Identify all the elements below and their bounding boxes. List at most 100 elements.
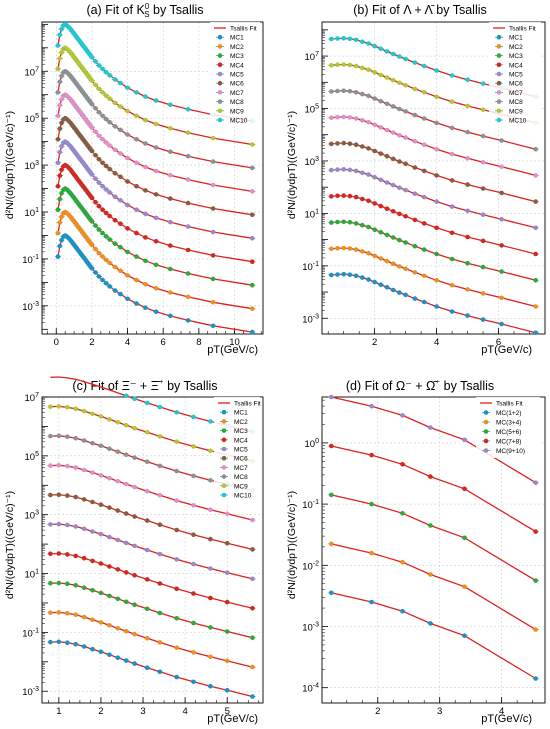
data-point	[143, 282, 148, 287]
x-tick-label: 4	[434, 337, 439, 348]
data-point	[144, 518, 150, 523]
data-point	[449, 125, 455, 131]
data-point	[125, 85, 130, 90]
legend-entry: MC4	[230, 62, 244, 69]
data-point	[134, 90, 139, 95]
data-point	[499, 321, 504, 327]
data-point	[107, 260, 112, 266]
data-point	[329, 394, 334, 400]
data-point	[366, 277, 371, 282]
y-tick-label: 10-3	[22, 686, 39, 698]
data-point	[48, 639, 53, 645]
data-point	[341, 167, 347, 172]
data-point	[96, 227, 102, 232]
data-point	[81, 467, 87, 473]
legend-entry: MC(5+6)	[496, 429, 521, 436]
data-point	[153, 215, 159, 221]
data-point	[465, 287, 470, 292]
data-point	[118, 127, 123, 133]
data-point	[378, 230, 384, 235]
data-point	[421, 168, 427, 174]
data-point	[224, 570, 230, 575]
data-point	[103, 140, 109, 145]
data-point	[93, 199, 98, 205]
data-point	[157, 551, 163, 557]
data-point	[103, 187, 109, 192]
data-point	[434, 94, 439, 99]
data-point	[341, 62, 347, 67]
data-point	[115, 655, 121, 660]
data-point	[480, 133, 486, 139]
data-point	[48, 610, 53, 615]
data-point	[329, 194, 334, 199]
data-point	[341, 219, 347, 225]
data-point	[347, 167, 353, 173]
data-point	[449, 282, 455, 288]
data-point	[369, 403, 374, 409]
data-point	[372, 148, 378, 154]
data-point	[378, 177, 384, 183]
data-point	[360, 91, 365, 97]
legend-marker	[217, 108, 223, 114]
data-point	[55, 230, 61, 236]
data-point	[347, 36, 353, 42]
y-tick-label: 103	[25, 510, 40, 522]
data-point	[65, 640, 70, 645]
data-point	[499, 269, 504, 274]
data-point	[107, 417, 112, 422]
y-tick-label: 10-1	[22, 627, 39, 639]
data-point	[341, 245, 347, 251]
data-point	[533, 529, 538, 534]
data-point	[341, 271, 347, 277]
data-point	[81, 497, 87, 502]
x-tick-label: 3	[437, 706, 442, 717]
data-point	[353, 221, 359, 226]
legend-entry: MC3	[234, 428, 248, 435]
data-point	[390, 261, 396, 267]
data-point	[378, 98, 384, 104]
legend: Tsallis Fit MC(1+2) MC(3+4) MC(5+6) MC(7+8) M…	[476, 397, 540, 458]
data-point	[208, 478, 213, 483]
data-point	[125, 132, 130, 137]
x-axis-label: pT(GeV/c)	[481, 344, 532, 356]
legend-entry: MC1	[509, 35, 523, 42]
data-point	[210, 323, 216, 329]
data-point	[107, 534, 112, 540]
data-point	[112, 194, 118, 200]
data-point	[185, 271, 191, 276]
legend-entry: MC2	[509, 44, 523, 51]
data-point	[153, 309, 159, 315]
data-point	[366, 41, 371, 46]
data-point	[56, 404, 62, 409]
data-point	[210, 206, 216, 211]
data-point	[107, 652, 112, 657]
data-point	[144, 488, 150, 494]
data-point	[103, 116, 109, 122]
data-point	[499, 295, 504, 301]
panel-d: (d) Fit of Ω⁻ + Ω̄⁺ by Tsallis pT(GeV/c)…	[286, 378, 546, 725]
data-point	[89, 172, 95, 177]
data-point	[353, 142, 359, 147]
data-point	[90, 440, 95, 446]
data-point	[123, 422, 129, 428]
data-point	[384, 258, 390, 264]
data-point	[224, 629, 230, 634]
data-point	[412, 270, 418, 275]
data-point	[372, 70, 378, 75]
data-point	[103, 234, 109, 239]
x-tick-label: 4	[499, 706, 504, 717]
data-point	[144, 459, 150, 465]
data-point	[412, 112, 418, 118]
data-point	[210, 229, 216, 235]
data-point	[421, 90, 427, 95]
data-point	[191, 414, 196, 420]
data-point	[81, 526, 87, 532]
data-point	[143, 164, 148, 170]
fit-curve	[50, 376, 253, 433]
data-point	[378, 203, 384, 209]
data-point	[98, 502, 104, 508]
data-point	[397, 133, 402, 138]
data-point	[384, 232, 390, 238]
data-point	[335, 246, 340, 251]
data-point	[185, 318, 191, 323]
